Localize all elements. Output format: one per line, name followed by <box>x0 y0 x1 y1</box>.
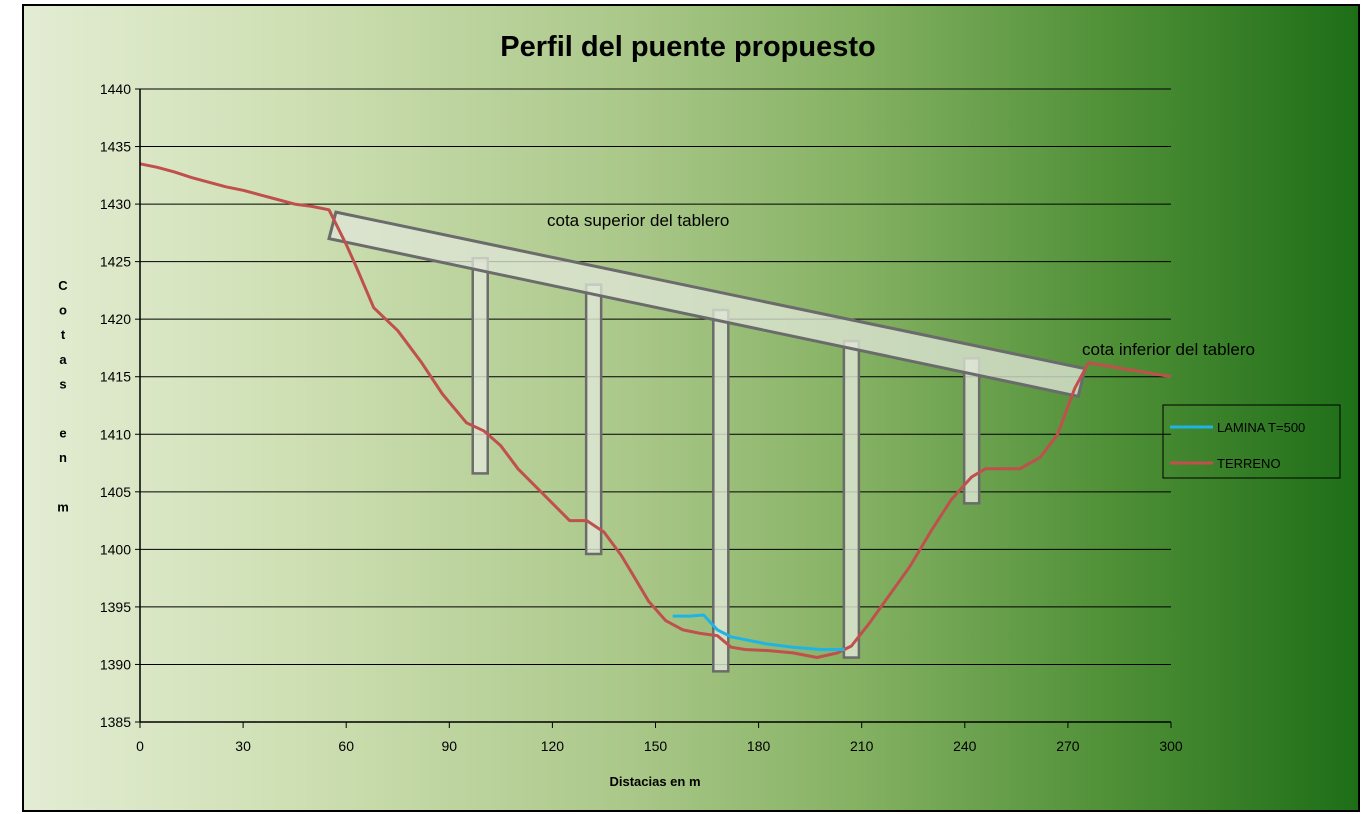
y-tick-label: 1435 <box>100 139 131 155</box>
y-tick-label: 1415 <box>100 369 131 385</box>
x-tick-label: 60 <box>338 738 354 754</box>
bridge-pier <box>842 339 861 659</box>
bridge-pier <box>712 308 730 673</box>
chart-title: Perfil del puente propuesto <box>500 31 875 63</box>
bridge-deck <box>327 210 1087 399</box>
x-tick-label: 30 <box>235 738 251 754</box>
bridge-pier <box>584 283 603 556</box>
y-tick-label: 1410 <box>100 426 131 442</box>
y-axis-ticks: 1385 1390 1395 1400 1405 1410 1415 1420 1425 1430… <box>100 81 140 730</box>
annotation-cota-inferior: cota inferior del tablero <box>1082 340 1255 359</box>
chart-frame <box>22 4 1360 812</box>
series-line-terreno <box>139 162 1172 659</box>
x-tick-label: 240 <box>953 738 977 754</box>
axes <box>139 89 1171 723</box>
x-tick-label: 150 <box>644 738 668 754</box>
y-tick-label: 1395 <box>100 599 131 615</box>
y-tick-label: 1390 <box>100 656 131 672</box>
x-tick-label: 90 <box>442 738 458 754</box>
x-tick-label: 270 <box>1056 738 1080 754</box>
x-tick-label: 0 <box>136 738 144 754</box>
y-tick-label: 1400 <box>100 541 131 557</box>
legend: LAMINA T=500 TERRENO <box>1162 404 1341 479</box>
legend-label: TERRENO <box>1217 456 1281 471</box>
x-axis-ticks: 0 30 60 90 120 150 180 210 240 270 300 <box>136 722 1183 754</box>
y-tick-label: 1430 <box>100 196 131 212</box>
y-tick-label: 1420 <box>100 311 131 327</box>
legend-box <box>1162 404 1341 479</box>
x-tick-label: 210 <box>850 738 874 754</box>
y-tick-label: 1385 <box>100 714 131 730</box>
y-tick-label: 1425 <box>100 254 131 270</box>
y-tick-label: 1405 <box>100 484 131 500</box>
x-tick-label: 180 <box>747 738 771 754</box>
x-axis-label: Distacias en m <box>609 774 700 789</box>
x-tick-label: 120 <box>541 738 565 754</box>
legend-label: LAMINA T=500 <box>1217 420 1305 435</box>
bridge-structure <box>327 210 1087 673</box>
series-lines <box>139 162 1172 659</box>
bridge-pier <box>471 256 489 475</box>
annotation-cota-superior: cota superior del tablero <box>547 211 729 230</box>
x-tick-label: 300 <box>1159 738 1183 754</box>
y-tick-label: 1440 <box>100 81 131 97</box>
series-line-lamina <box>672 613 845 651</box>
